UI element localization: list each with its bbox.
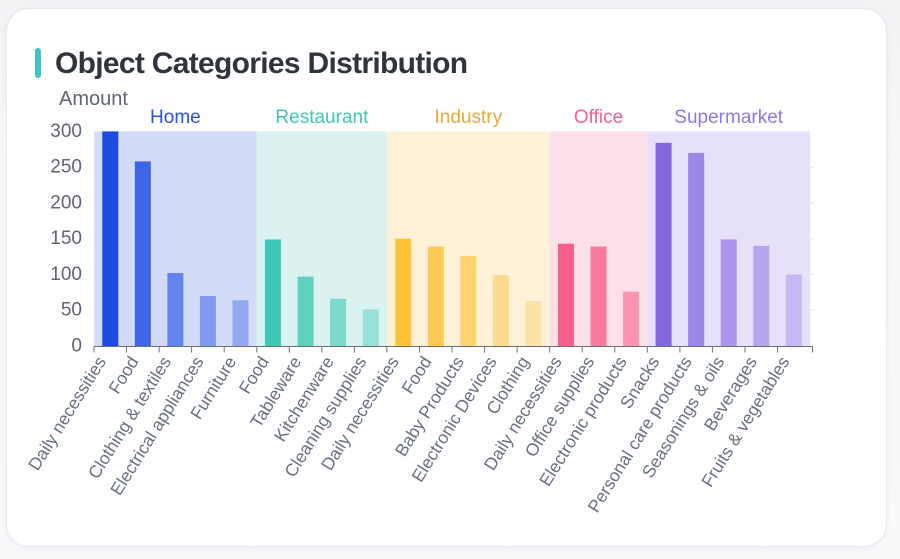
svg-text:Office: Office xyxy=(574,107,623,128)
svg-text:300: 300 xyxy=(50,121,82,142)
svg-text:50: 50 xyxy=(61,300,82,321)
svg-text:Home: Home xyxy=(150,107,201,128)
svg-text:100: 100 xyxy=(50,264,82,285)
svg-text:150: 150 xyxy=(50,228,82,249)
svg-text:0: 0 xyxy=(71,336,82,357)
svg-text:Industry: Industry xyxy=(435,107,503,128)
svg-text:200: 200 xyxy=(50,192,82,213)
svg-text:Supermarket: Supermarket xyxy=(674,107,783,128)
svg-text:250: 250 xyxy=(50,157,82,178)
svg-text:Amount: Amount xyxy=(59,88,128,110)
svg-text:Restaurant: Restaurant xyxy=(275,107,369,128)
